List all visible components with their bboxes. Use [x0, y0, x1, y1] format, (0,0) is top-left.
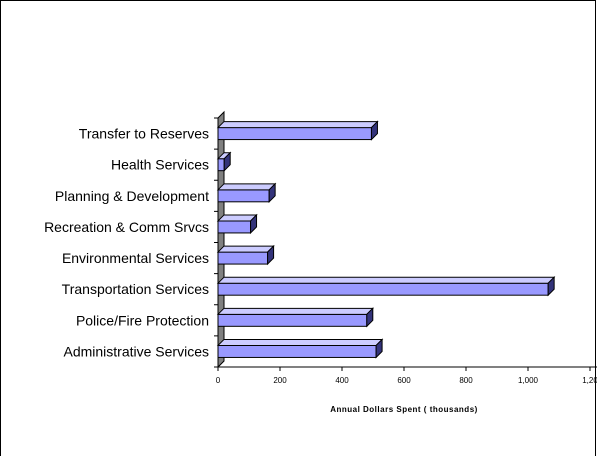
bar-front [217, 282, 549, 296]
bar-side [268, 182, 276, 204]
bar [216, 182, 277, 204]
category-label: Health Services [111, 157, 209, 173]
bar-front [217, 189, 270, 203]
bar [216, 275, 556, 297]
bar-top [216, 183, 277, 191]
x-tick-label: 1,000 [518, 376, 539, 385]
bar [216, 338, 384, 359]
bar [216, 244, 275, 266]
bar-front [217, 127, 372, 141]
bar [216, 120, 379, 141]
x-tick-label: 600 [397, 376, 411, 385]
bar [216, 151, 232, 172]
bar [216, 213, 258, 235]
bar-front [217, 220, 252, 234]
category-label: Environmental Services [62, 250, 209, 266]
bar-front [217, 313, 368, 327]
bar-front [217, 158, 225, 172]
x-axis-title: Annual Dollars Spent ( thousands) [330, 405, 478, 414]
x-tick-label: 400 [335, 376, 349, 385]
category-label: Police/Fire Protection [76, 312, 209, 328]
bar-top [216, 307, 375, 315]
bar-side [375, 338, 383, 359]
category-label: Administrative Services [64, 343, 210, 359]
x-tick-label: 0 [216, 376, 221, 385]
x-tick-label: 200 [273, 376, 287, 385]
bar-front [217, 344, 377, 358]
x-tick-label: 800 [459, 376, 473, 385]
bar [216, 307, 375, 328]
bar-top [216, 338, 384, 346]
bar-side [223, 151, 231, 172]
bar-side [370, 120, 378, 141]
bar-top [216, 121, 379, 129]
bar-side [267, 244, 275, 266]
category-label: Transfer to Reserves [79, 126, 209, 142]
category-label: Planning & Development [55, 188, 209, 204]
bar-side [547, 275, 555, 297]
bar-top [216, 276, 556, 284]
category-label: Recreation & Comm Srvcs [44, 219, 209, 235]
bar-side [250, 213, 258, 235]
bar-front [217, 251, 269, 265]
category-label: Transportation Services [62, 281, 209, 297]
bar-top [216, 245, 275, 253]
bar-side [366, 307, 374, 328]
x-tick-label: 1,20 [582, 376, 597, 385]
y-axis-wall [217, 110, 225, 369]
